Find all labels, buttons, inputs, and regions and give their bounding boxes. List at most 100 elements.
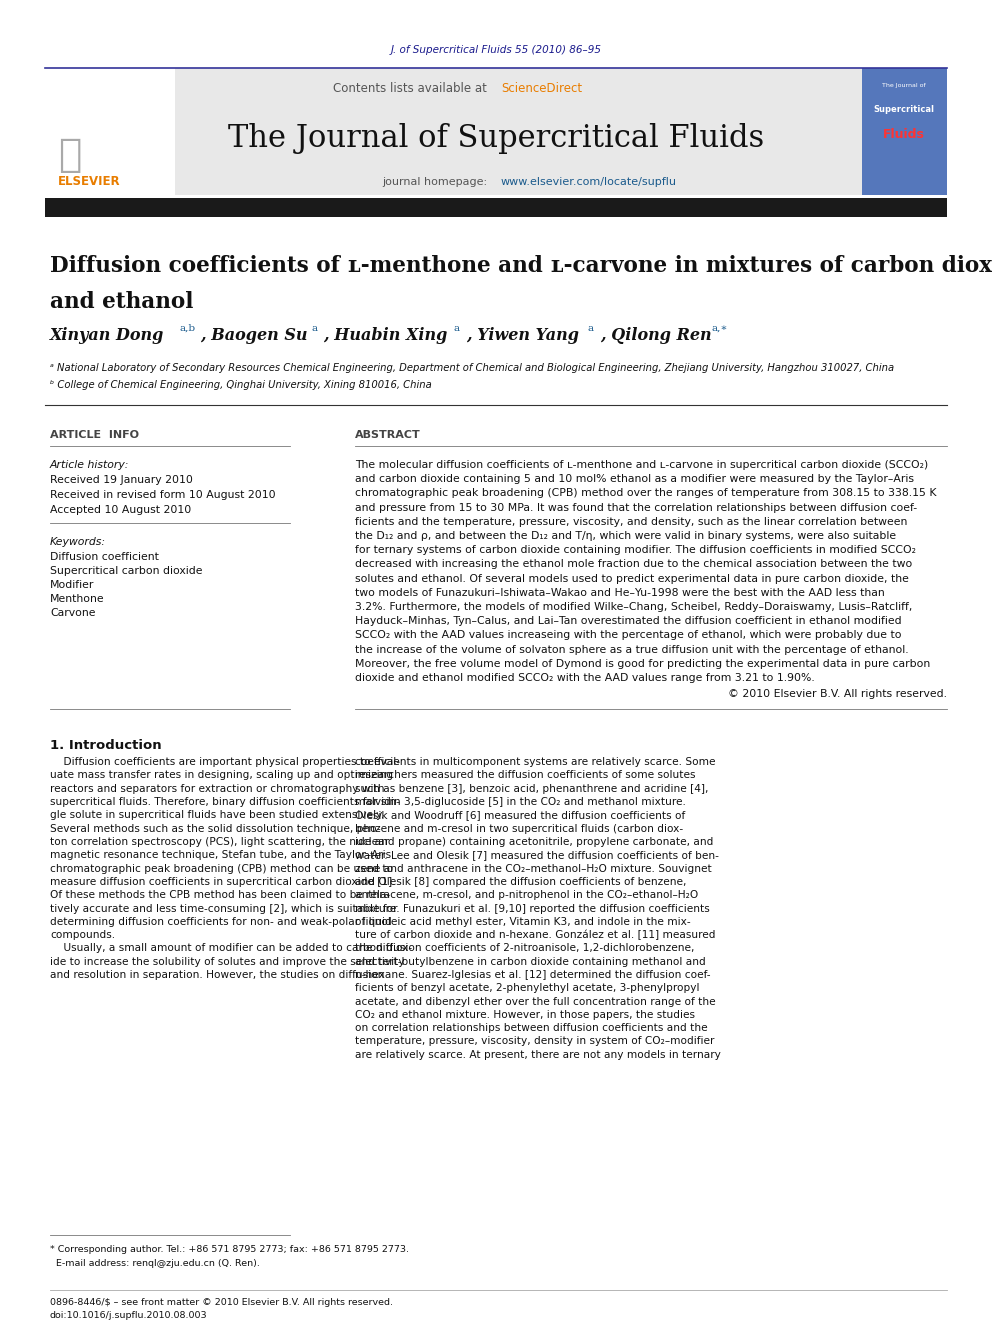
Text: SCCO₂ with the AAD values increaseing with the percentage of ethanol, which were: SCCO₂ with the AAD values increaseing wi… xyxy=(355,630,902,640)
Text: ᵃ National Laboratory of Secondary Resources Chemical Engineering, Department of: ᵃ National Laboratory of Secondary Resou… xyxy=(50,363,894,373)
Text: , Yiwen Yang: , Yiwen Yang xyxy=(466,328,579,344)
Text: chromatographic peak broadening (CPB) method over the ranges of temperature from: chromatographic peak broadening (CPB) me… xyxy=(355,488,936,499)
Text: Keywords:: Keywords: xyxy=(50,537,106,546)
Text: journal homepage:: journal homepage: xyxy=(382,177,491,187)
Text: a,b: a,b xyxy=(180,324,196,332)
Text: ficients and the temperature, pressure, viscosity, and density, such as the line: ficients and the temperature, pressure, … xyxy=(355,517,908,527)
Text: and carbon dioxide containing 5 and 10 mol% ethanol as a modifier were measured : and carbon dioxide containing 5 and 10 m… xyxy=(355,474,914,484)
Text: © 2010 Elsevier B.V. All rights reserved.: © 2010 Elsevier B.V. All rights reserved… xyxy=(728,689,947,699)
Text: www.elsevier.com/locate/supflu: www.elsevier.com/locate/supflu xyxy=(501,177,677,187)
Text: Supercritical carbon dioxide: Supercritical carbon dioxide xyxy=(50,566,202,576)
Text: and resolution in separation. However, the studies on diffusion: and resolution in separation. However, t… xyxy=(50,970,384,980)
Bar xyxy=(45,198,947,217)
Text: Moreover, the free volume model of Dymond is good for predicting the experimenta: Moreover, the free volume model of Dymon… xyxy=(355,659,930,669)
Text: n-hexane. Suarez-Iglesias et al. [12] determined the diffusion coef-: n-hexane. Suarez-Iglesias et al. [12] de… xyxy=(355,970,710,980)
Text: The Journal of Supercritical Fluids: The Journal of Supercritical Fluids xyxy=(228,123,764,153)
Text: and tert-butylbenzene in carbon dioxide containing methanol and: and tert-butylbenzene in carbon dioxide … xyxy=(355,957,705,967)
Bar xyxy=(862,67,947,194)
Text: researchers measured the diffusion coefficients of some solutes: researchers measured the diffusion coeff… xyxy=(355,770,695,781)
Text: Accepted 10 August 2010: Accepted 10 August 2010 xyxy=(50,505,191,515)
Text: Usually, a small amount of modifier can be added to carbon diox-: Usually, a small amount of modifier can … xyxy=(50,943,412,954)
Text: on correlation relationships between diffusion coefficients and the: on correlation relationships between dif… xyxy=(355,1023,707,1033)
Text: temperature, pressure, viscosity, density in system of CO₂–modifier: temperature, pressure, viscosity, densit… xyxy=(355,1036,714,1046)
Text: J. of Supercritical Fluids 55 (2010) 86–95: J. of Supercritical Fluids 55 (2010) 86–… xyxy=(391,45,601,56)
Text: solutes and ethanol. Of several models used to predict experimental data in pure: solutes and ethanol. Of several models u… xyxy=(355,574,909,583)
Text: Of these methods the CPB method has been claimed to be rela-: Of these methods the CPB method has been… xyxy=(50,890,390,900)
Text: and ethanol: and ethanol xyxy=(50,291,193,314)
Text: dioxide and ethanol modified SCCO₂ with the AAD values range from 3.21 to 1.90%.: dioxide and ethanol modified SCCO₂ with … xyxy=(355,673,814,683)
Text: The molecular diffusion coefficients of ʟ-menthone and ʟ-carvone in supercritica: The molecular diffusion coefficients of … xyxy=(355,460,929,470)
Text: doi:10.1016/j.supflu.2010.08.003: doi:10.1016/j.supflu.2010.08.003 xyxy=(50,1311,207,1320)
Text: CO₂ and ethanol mixture. However, in those papers, the studies: CO₂ and ethanol mixture. However, in tho… xyxy=(355,1009,695,1020)
Text: Menthone: Menthone xyxy=(50,594,104,605)
Text: Contents lists available at: Contents lists available at xyxy=(333,82,491,94)
Text: benzene and m-cresol in two supercritical fluids (carbon diox-: benzene and m-cresol in two supercritica… xyxy=(355,824,683,833)
Text: Several methods such as the solid dissolution technique, pho-: Several methods such as the solid dissol… xyxy=(50,824,381,833)
Text: Xinyan Dong: Xinyan Dong xyxy=(50,328,165,344)
Text: Supercritical: Supercritical xyxy=(874,106,934,115)
Text: Carvone: Carvone xyxy=(50,609,95,618)
Text: the diffusion coefficients of 2-nitroanisole, 1,2-dichlorobenzene,: the diffusion coefficients of 2-nitroani… xyxy=(355,943,694,954)
Bar xyxy=(45,67,175,194)
Text: ide to increase the solubility of solutes and improve the selectivity: ide to increase the solubility of solute… xyxy=(50,957,405,967)
Text: coefficients in multicomponent systems are relatively scarce. Some: coefficients in multicomponent systems a… xyxy=(355,757,715,767)
Text: gle solute in supercritical fluids have been studied extensively.: gle solute in supercritical fluids have … xyxy=(50,811,384,820)
Text: , Huabin Xing: , Huabin Xing xyxy=(323,328,447,344)
Text: tively accurate and less time-consuming [2], which is suitable for: tively accurate and less time-consuming … xyxy=(50,904,398,913)
Text: 0896-8446/$ – see front matter © 2010 Elsevier B.V. All rights reserved.: 0896-8446/$ – see front matter © 2010 El… xyxy=(50,1298,393,1307)
Text: * Corresponding author. Tel.: +86 571 8795 2773; fax: +86 571 8795 2773.: * Corresponding author. Tel.: +86 571 87… xyxy=(50,1245,409,1254)
Text: malvidin 3,5-diglucoside [5] in the CO₂ and methanol mixture.: malvidin 3,5-diglucoside [5] in the CO₂ … xyxy=(355,796,685,807)
Text: Diffusion coefficient: Diffusion coefficient xyxy=(50,552,159,562)
Text: measure diffusion coefficients in supercritical carbon dioxide [1].: measure diffusion coefficients in superc… xyxy=(50,877,396,886)
Text: ScienceDirect: ScienceDirect xyxy=(501,82,582,94)
Text: a,∗: a,∗ xyxy=(712,324,728,332)
Text: two models of Funazukuri–Ishiwata–Wakao and He–Yu-1998 were the best with the AA: two models of Funazukuri–Ishiwata–Wakao … xyxy=(355,587,885,598)
Text: a: a xyxy=(311,324,317,332)
Text: Hayduck–Minhas, Tyn–Calus, and Lai–Tan overestimated the diffusion coefficient i: Hayduck–Minhas, Tyn–Calus, and Lai–Tan o… xyxy=(355,617,902,626)
Bar xyxy=(45,67,862,194)
Text: compounds.: compounds. xyxy=(50,930,115,941)
Text: and pressure from 15 to 30 MPa. It was found that the correlation relationships : and pressure from 15 to 30 MPa. It was f… xyxy=(355,503,918,512)
Text: a: a xyxy=(454,324,460,332)
Text: The Journal of: The Journal of xyxy=(882,82,926,87)
Text: the increase of the volume of solvaton sphere as a true diffusion unit with the : the increase of the volume of solvaton s… xyxy=(355,644,909,655)
Text: Olesik and Woodruff [6] measured the diffusion coefficients of: Olesik and Woodruff [6] measured the dif… xyxy=(355,811,685,820)
Text: , Baogen Su: , Baogen Su xyxy=(200,328,308,344)
Text: Diffusion coefficients of ʟ-menthone and ʟ-carvone in mixtures of carbon dioxide: Diffusion coefficients of ʟ-menthone and… xyxy=(50,255,992,277)
Text: 🌳: 🌳 xyxy=(58,136,81,175)
Text: Diffusion coefficients are important physical properties to eval-: Diffusion coefficients are important phy… xyxy=(50,757,400,767)
Text: zene and anthracene in the CO₂–methanol–H₂O mixture. Souvignet: zene and anthracene in the CO₂–methanol–… xyxy=(355,864,711,873)
Text: 3.2%. Furthermore, the models of modified Wilke–Chang, Scheibel, Reddy–Doraiswam: 3.2%. Furthermore, the models of modifie… xyxy=(355,602,913,613)
Text: ABSTRACT: ABSTRACT xyxy=(355,430,421,441)
Text: mixture. Funazukuri et al. [9,10] reported the diffusion coefficients: mixture. Funazukuri et al. [9,10] report… xyxy=(355,904,709,913)
Text: ᵇ College of Chemical Engineering, Qinghai University, Xining 810016, China: ᵇ College of Chemical Engineering, Qingh… xyxy=(50,380,432,390)
Text: for ternary systems of carbon dioxide containing modifier. The diffusion coeffic: for ternary systems of carbon dioxide co… xyxy=(355,545,916,556)
Text: Article history:: Article history: xyxy=(50,460,129,470)
Text: such as benzene [3], benzoic acid, phenanthrene and acridine [4],: such as benzene [3], benzoic acid, phena… xyxy=(355,783,708,794)
Text: Received 19 January 2010: Received 19 January 2010 xyxy=(50,475,192,486)
Text: ELSEVIER: ELSEVIER xyxy=(58,175,121,188)
Text: ton correlation spectroscopy (PCS), light scattering, the nuclear: ton correlation spectroscopy (PCS), ligh… xyxy=(50,837,389,847)
Text: a: a xyxy=(587,324,593,332)
Text: 1. Introduction: 1. Introduction xyxy=(50,740,162,753)
Text: are relatively scarce. At present, there are not any models in ternary: are relatively scarce. At present, there… xyxy=(355,1049,721,1060)
Text: chromatographic peak broadening (CPB) method can be used to: chromatographic peak broadening (CPB) me… xyxy=(50,864,393,873)
Text: determining diffusion coefficients for non- and weak-polar liquid: determining diffusion coefficients for n… xyxy=(50,917,392,927)
Text: and Olesik [8] compared the diffusion coefficients of benzene,: and Olesik [8] compared the diffusion co… xyxy=(355,877,686,886)
Text: Received in revised form 10 August 2010: Received in revised form 10 August 2010 xyxy=(50,490,276,500)
Text: Fluids: Fluids xyxy=(883,128,925,142)
Text: decreased with increasing the ethanol mole fraction due to the chemical associat: decreased with increasing the ethanol mo… xyxy=(355,560,913,569)
Text: ARTICLE  INFO: ARTICLE INFO xyxy=(50,430,139,441)
Text: anthracene, m-cresol, and p-nitrophenol in the CO₂–ethanol–H₂O: anthracene, m-cresol, and p-nitrophenol … xyxy=(355,890,698,900)
Text: the D₁₂ and ρ, and between the D₁₂ and T/η, which were valid in binary systems, : the D₁₂ and ρ, and between the D₁₂ and T… xyxy=(355,531,896,541)
Text: ture of carbon dioxide and n-hexane. González et al. [11] measured: ture of carbon dioxide and n-hexane. Gon… xyxy=(355,930,715,941)
Text: of linoleic acid methyl ester, Vitamin K3, and indole in the mix-: of linoleic acid methyl ester, Vitamin K… xyxy=(355,917,690,927)
Text: , Qilong Ren: , Qilong Ren xyxy=(600,328,711,344)
Text: magnetic resonance technique, Stefan tube, and the Taylor–Aris: magnetic resonance technique, Stefan tub… xyxy=(50,851,391,860)
Text: water. Lee and Olesik [7] measured the diffusion coefficients of ben-: water. Lee and Olesik [7] measured the d… xyxy=(355,851,719,860)
Text: acetate, and dibenzyl ether over the full concentration range of the: acetate, and dibenzyl ether over the ful… xyxy=(355,996,715,1007)
Text: supercritical fluids. Therefore, binary diffusion coefficients for sin-: supercritical fluids. Therefore, binary … xyxy=(50,796,400,807)
Text: E-mail address: renql@zju.edu.cn (Q. Ren).: E-mail address: renql@zju.edu.cn (Q. Ren… xyxy=(50,1259,260,1267)
Text: reactors and separators for extraction or chromatography with: reactors and separators for extraction o… xyxy=(50,783,385,794)
Text: ficients of benzyl acetate, 2-phenylethyl acetate, 3-phenylpropyl: ficients of benzyl acetate, 2-phenylethy… xyxy=(355,983,699,994)
